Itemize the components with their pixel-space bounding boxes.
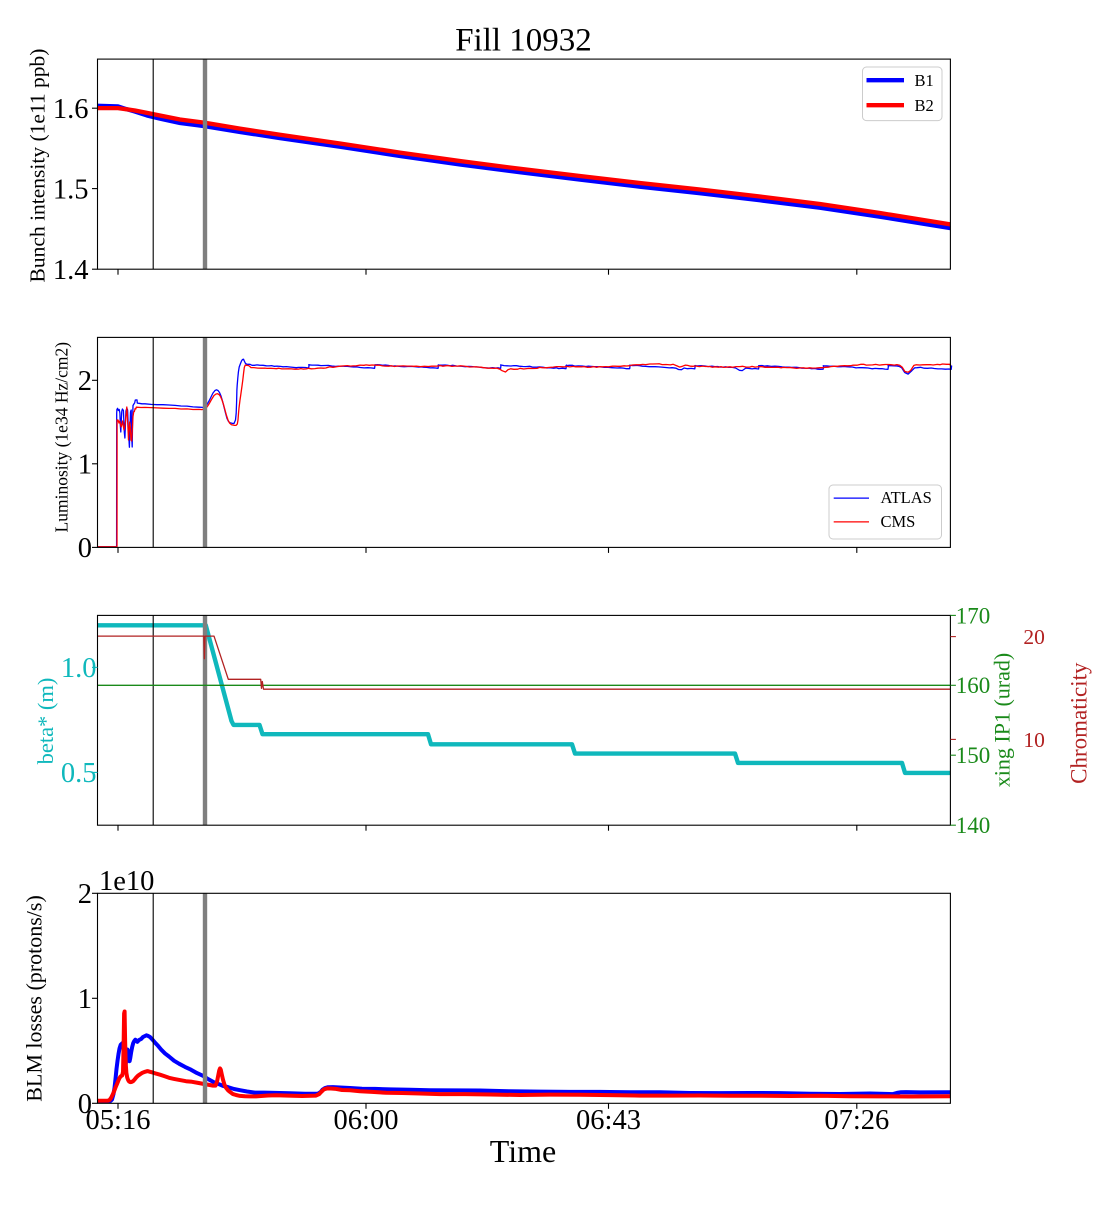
svg-text:BLM losses (protons/s): BLM losses (protons/s) xyxy=(22,895,47,1102)
svg-text:B1: B1 xyxy=(915,71,934,90)
svg-text:1.4: 1.4 xyxy=(53,255,89,286)
svg-text:05:16: 05:16 xyxy=(86,1105,151,1136)
svg-text:160: 160 xyxy=(956,673,991,698)
svg-text:Luminosity (1e34 Hz/cm2): Luminosity (1e34 Hz/cm2) xyxy=(52,342,72,533)
svg-text:1: 1 xyxy=(78,984,92,1015)
svg-text:1e10: 1e10 xyxy=(99,866,154,897)
svg-text:150: 150 xyxy=(956,743,991,768)
svg-text:20: 20 xyxy=(1023,625,1045,649)
svg-text:Fill 10932: Fill 10932 xyxy=(455,23,592,59)
svg-text:Bunch intensity (1e11 ppb): Bunch intensity (1e11 ppb) xyxy=(26,49,50,283)
svg-text:beta* (m): beta* (m) xyxy=(33,678,58,765)
svg-text:Chromaticity: Chromaticity xyxy=(1067,662,1092,784)
svg-text:ATLAS: ATLAS xyxy=(881,488,932,507)
svg-text:0: 0 xyxy=(78,1089,92,1120)
svg-text:10: 10 xyxy=(1023,728,1045,752)
svg-text:170: 170 xyxy=(956,603,991,628)
svg-text:2: 2 xyxy=(78,879,92,910)
svg-text:xing IP1 (urad): xing IP1 (urad) xyxy=(990,653,1015,787)
svg-text:1: 1 xyxy=(78,450,92,481)
svg-text:06:00: 06:00 xyxy=(334,1105,399,1136)
svg-text:2: 2 xyxy=(78,366,92,397)
svg-text:Time: Time xyxy=(490,1133,556,1169)
svg-text:1.6: 1.6 xyxy=(53,94,89,125)
svg-text:CMS: CMS xyxy=(881,512,916,531)
svg-text:140: 140 xyxy=(956,813,991,838)
svg-text:06:43: 06:43 xyxy=(576,1105,641,1136)
svg-text:1.5: 1.5 xyxy=(53,174,89,205)
svg-text:07:26: 07:26 xyxy=(824,1105,889,1136)
svg-text:0.5: 0.5 xyxy=(61,758,97,789)
svg-text:B2: B2 xyxy=(915,96,934,115)
svg-text:1.0: 1.0 xyxy=(61,653,97,684)
svg-text:0: 0 xyxy=(78,533,92,564)
